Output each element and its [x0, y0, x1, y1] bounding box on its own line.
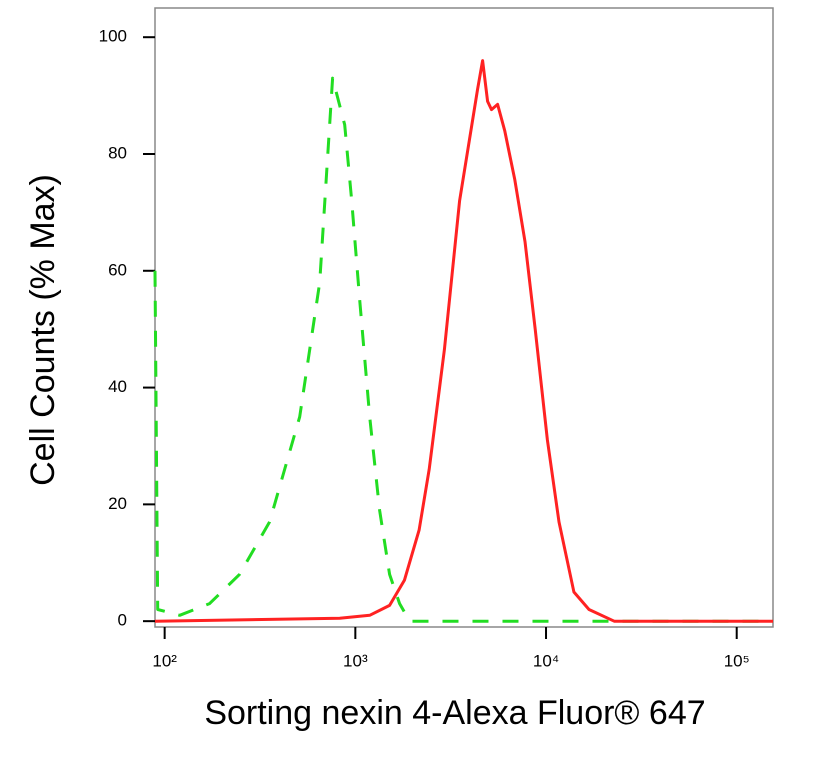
x-tick-label: 10⁵ [724, 651, 750, 670]
y-tick-label: 80 [108, 143, 127, 162]
x-tick-label: 10³ [343, 651, 368, 670]
y-tick-label: 100 [99, 27, 127, 46]
y-tick-label: 40 [108, 377, 127, 396]
histogram-line [154, 59, 773, 623]
y-tick-label: 0 [118, 611, 127, 630]
x-tick-label: 10⁴ [533, 651, 559, 670]
x-tick-label: 10² [152, 651, 177, 670]
histogram-line [153, 76, 773, 623]
y-axis-label: Cell Counts (% Max) [24, 174, 62, 486]
x-axis-label: Sorting nexin 4-Alexa Fluor® 647 [204, 694, 705, 732]
y-tick-label: 60 [108, 260, 127, 279]
plot-frame [154, 7, 774, 628]
y-tick-label: 20 [108, 494, 127, 513]
